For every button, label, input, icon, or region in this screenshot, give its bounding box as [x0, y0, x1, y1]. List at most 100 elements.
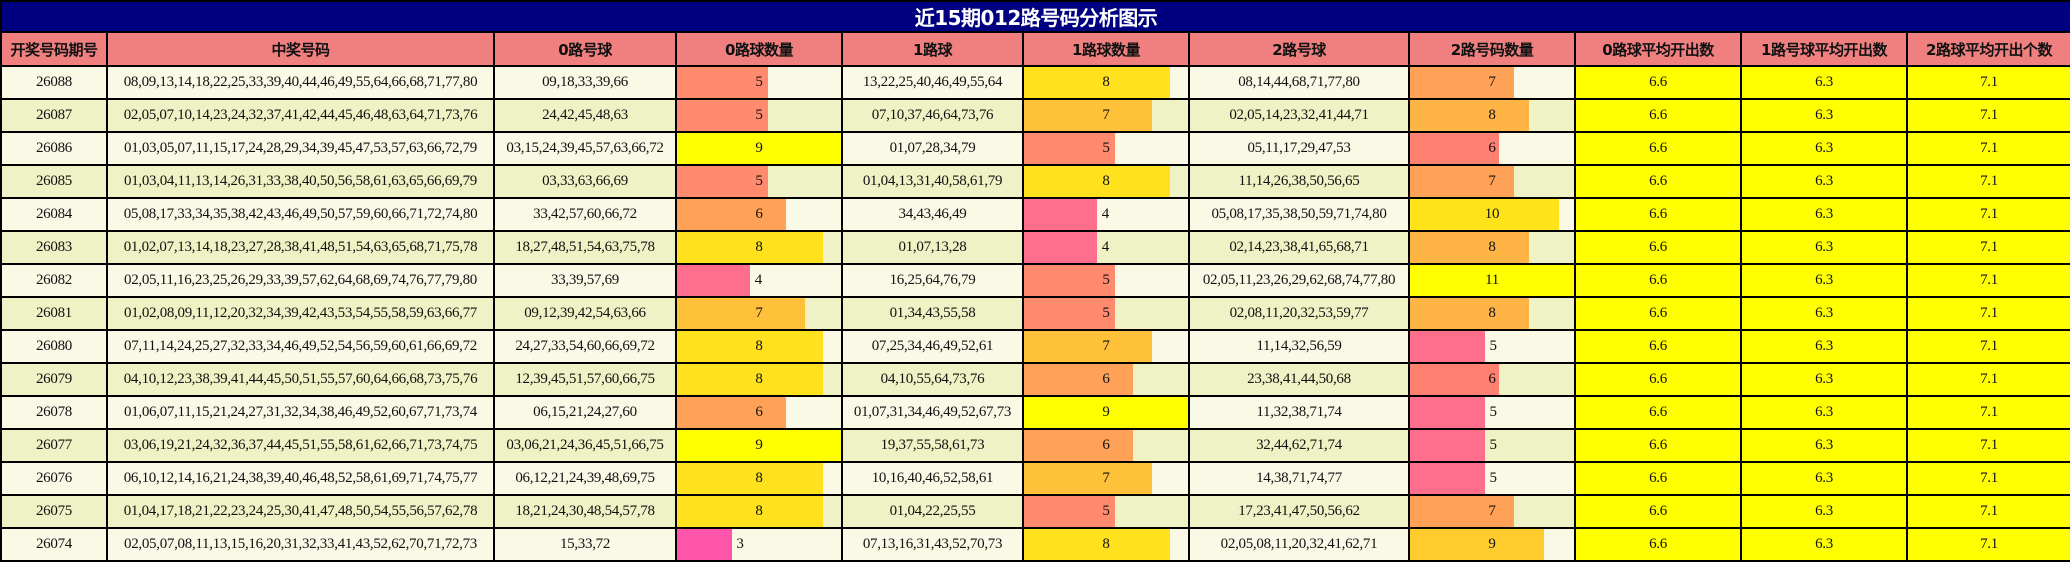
route1-count: 8: [1022, 65, 1190, 100]
route2-average: 7.1: [1905, 428, 2070, 463]
route1-average: 6.3: [1740, 527, 1908, 562]
route2-balls: 05,08,17,35,38,50,59,71,74,80: [1188, 197, 1410, 232]
count-bar: [678, 365, 823, 394]
count-value: 4: [1101, 239, 1110, 255]
route2-balls: 02,08,11,20,32,53,59,77: [1188, 296, 1410, 331]
count-value: 6: [1488, 140, 1496, 156]
route1-balls: 16,25,64,76,79: [841, 263, 1024, 298]
route1-count: 7: [1022, 461, 1190, 496]
count-value: 8: [755, 371, 763, 387]
header-route0-balls: 0路号球: [493, 31, 677, 67]
count-value: 5: [1489, 470, 1497, 486]
count-value: 6: [755, 404, 763, 420]
route0-average: 6.6: [1574, 296, 1742, 331]
count-value: 9: [755, 437, 763, 453]
winning-numbers: 07,11,14,24,25,27,32,33,34,46,49,52,54,5…: [106, 329, 495, 364]
route2-balls: 02,14,23,38,41,65,68,71: [1188, 230, 1410, 265]
route0-balls: 18,21,24,30,48,54,57,78: [493, 494, 677, 529]
route0-count: 8: [675, 494, 843, 529]
winning-numbers: 01,02,07,13,14,18,23,27,28,38,41,48,51,5…: [106, 230, 495, 265]
route0-count: 8: [675, 461, 843, 496]
route1-balls: 34,43,46,49: [841, 197, 1024, 232]
route0-average: 6.6: [1574, 98, 1742, 133]
count-bar: [1025, 365, 1134, 394]
count-value: 9: [1102, 404, 1110, 420]
winning-numbers: 03,06,19,21,24,32,36,37,44,45,51,55,58,6…: [106, 428, 495, 463]
count-bar: [678, 332, 823, 361]
route2-balls: 11,14,26,38,50,56,65: [1188, 164, 1410, 199]
table-row: 26076 06,10,12,14,16,21,24,38,39,40,46,48…: [0, 461, 2070, 496]
count-bar: [1025, 233, 1097, 262]
route2-balls: 11,32,38,71,74: [1188, 395, 1410, 430]
route0-average: 6.6: [1574, 65, 1742, 100]
route0-count: 9: [675, 428, 843, 463]
count-bar: [678, 497, 823, 526]
route0-average: 6.6: [1574, 527, 1742, 562]
count-value: 4: [754, 272, 763, 288]
route0-average: 6.6: [1574, 494, 1742, 529]
count-value: 6: [1488, 371, 1496, 387]
route2-average: 7.1: [1905, 164, 2070, 199]
winning-numbers: 02,05,07,08,11,13,15,16,20,31,32,33,41,4…: [106, 527, 495, 562]
count-bar: [678, 299, 805, 328]
issue-number: 26086: [0, 131, 108, 166]
header-route2-balls: 2路号球: [1188, 31, 1410, 67]
winning-numbers: 05,08,17,33,34,35,38,42,43,46,49,50,57,5…: [106, 197, 495, 232]
route1-balls: 01,34,43,55,58: [841, 296, 1024, 331]
route2-count: 8: [1408, 230, 1576, 265]
count-value: 7: [1102, 107, 1110, 123]
header-issue: 开奖号码期号: [0, 31, 108, 67]
winning-numbers: 06,10,12,14,16,21,24,38,39,40,46,48,52,5…: [106, 461, 495, 496]
route1-count: 5: [1022, 263, 1190, 298]
route1-count: 8: [1022, 527, 1190, 562]
issue-number: 26083: [0, 230, 108, 265]
route0-average: 6.6: [1574, 131, 1742, 166]
count-bar: [678, 464, 823, 493]
route1-average: 6.3: [1740, 230, 1908, 265]
count-bar: [678, 68, 769, 97]
route2-average: 7.1: [1905, 263, 2070, 298]
count-value: 9: [755, 140, 763, 156]
route2-average: 7.1: [1905, 527, 2070, 562]
route0-average: 6.6: [1574, 164, 1742, 199]
table-row: 26084 05,08,17,33,34,35,38,42,43,46,49,50…: [0, 197, 2070, 232]
count-bar: [1411, 299, 1530, 328]
table-row: 26078 01,06,07,11,15,21,24,27,31,32,34,38…: [0, 395, 2070, 430]
route2-count: 10: [1408, 197, 1576, 232]
route0-count: 9: [675, 131, 843, 166]
route2-balls: 14,38,71,74,77: [1188, 461, 1410, 496]
winning-numbers: 02,05,11,16,23,25,26,29,33,39,57,62,64,6…: [106, 263, 495, 298]
route2-balls: 02,05,08,11,20,32,41,62,71: [1188, 527, 1410, 562]
route0-balls: 09,12,39,42,54,63,66: [493, 296, 677, 331]
route1-balls: 07,10,37,46,64,73,76: [841, 98, 1024, 133]
table-row: 26081 01,02,08,09,11,12,20,32,34,39,42,43…: [0, 296, 2070, 331]
winning-numbers: 01,03,05,07,11,15,17,24,28,29,34,39,45,4…: [106, 131, 495, 166]
route1-count: 7: [1022, 98, 1190, 133]
table-row: 26085 01,03,04,11,13,14,26,31,33,38,40,50…: [0, 164, 2070, 199]
route1-balls: 13,22,25,40,46,49,55,64: [841, 65, 1024, 100]
winning-numbers: 04,10,12,23,38,39,41,44,45,50,51,55,57,6…: [106, 362, 495, 397]
route0-average: 6.6: [1574, 395, 1742, 430]
count-bar: [678, 134, 840, 163]
count-value: 5: [755, 74, 763, 90]
count-bar: [1025, 464, 1152, 493]
count-bar: [1411, 398, 1485, 427]
count-value: 3: [736, 536, 744, 552]
route0-average: 6.6: [1574, 230, 1742, 265]
route2-average: 7.1: [1905, 395, 2070, 430]
count-value: 5: [1102, 140, 1110, 156]
count-value: 6: [755, 206, 763, 222]
column-header-row: 开奖号码期号 中奖号码 0路号球 0路球数量 1路球 1路球数量 2路号球 2路号码数量 0路球…: [0, 31, 2070, 67]
count-bar: [678, 266, 750, 295]
table-row: 26083 01,02,07,13,14,18,23,27,28,38,41,48…: [0, 230, 2070, 265]
route0-count: 8: [675, 329, 843, 364]
route1-average: 6.3: [1740, 296, 1908, 331]
count-bar: [678, 101, 769, 130]
route1-count: 8: [1022, 164, 1190, 199]
count-bar: [1411, 233, 1530, 262]
table-row: 26075 01,04,17,18,21,22,23,24,25,30,41,47…: [0, 494, 2070, 529]
count-bar: [678, 167, 769, 196]
route1-balls: 07,13,16,31,43,52,70,73: [841, 527, 1024, 562]
